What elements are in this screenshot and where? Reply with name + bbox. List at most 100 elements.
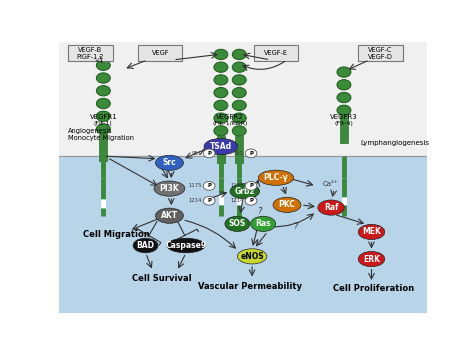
Text: ERK: ERK bbox=[363, 254, 380, 264]
Text: VEGF-E: VEGF-E bbox=[264, 50, 288, 56]
Ellipse shape bbox=[167, 238, 205, 253]
Circle shape bbox=[337, 92, 351, 103]
Text: VEGF-B
PIGF-1,2: VEGF-B PIGF-1,2 bbox=[77, 46, 104, 59]
Text: VEGF-C
VEGF-D: VEGF-C VEGF-D bbox=[368, 46, 393, 59]
Circle shape bbox=[96, 73, 110, 83]
Circle shape bbox=[232, 113, 246, 123]
Circle shape bbox=[245, 149, 257, 158]
Bar bbox=[340, 115, 348, 143]
Circle shape bbox=[232, 62, 246, 72]
Ellipse shape bbox=[155, 208, 183, 223]
Ellipse shape bbox=[230, 184, 259, 199]
Bar bbox=[235, 136, 243, 163]
Text: 1175: 1175 bbox=[189, 183, 202, 188]
Circle shape bbox=[96, 111, 110, 121]
Text: 1214: 1214 bbox=[230, 198, 244, 203]
Ellipse shape bbox=[204, 138, 238, 155]
Circle shape bbox=[214, 100, 228, 111]
Text: 1214: 1214 bbox=[189, 198, 202, 203]
Ellipse shape bbox=[273, 197, 301, 213]
Text: ?: ? bbox=[258, 207, 262, 216]
Text: P: P bbox=[207, 183, 211, 188]
Text: P: P bbox=[249, 151, 253, 156]
Circle shape bbox=[203, 182, 215, 190]
Bar bbox=[217, 136, 225, 163]
Ellipse shape bbox=[358, 251, 385, 267]
Text: Cell Survival: Cell Survival bbox=[132, 274, 192, 283]
Text: Angiogenesis
Monocyte Migration: Angiogenesis Monocyte Migration bbox=[68, 128, 135, 141]
Circle shape bbox=[232, 75, 246, 85]
Circle shape bbox=[214, 75, 228, 85]
Text: (Flt-4): (Flt-4) bbox=[335, 121, 354, 126]
Text: AKT: AKT bbox=[161, 211, 178, 220]
Circle shape bbox=[214, 88, 228, 98]
Text: 1175: 1175 bbox=[230, 183, 244, 188]
Text: TSAd: TSAd bbox=[210, 142, 232, 151]
Ellipse shape bbox=[155, 155, 183, 170]
Text: Cell Migration: Cell Migration bbox=[83, 230, 150, 239]
Circle shape bbox=[96, 98, 110, 109]
Circle shape bbox=[245, 182, 257, 190]
Text: VEGFR2: VEGFR2 bbox=[216, 114, 244, 120]
Ellipse shape bbox=[318, 200, 344, 215]
Text: 951: 951 bbox=[192, 151, 202, 156]
Circle shape bbox=[232, 49, 246, 59]
Text: PI3K: PI3K bbox=[160, 184, 179, 193]
Text: Caspase9: Caspase9 bbox=[165, 241, 207, 250]
Text: Src: Src bbox=[163, 158, 176, 167]
Circle shape bbox=[337, 105, 351, 115]
Circle shape bbox=[214, 62, 228, 72]
Ellipse shape bbox=[225, 216, 250, 231]
Circle shape bbox=[96, 60, 110, 70]
Circle shape bbox=[337, 67, 351, 77]
Text: P: P bbox=[207, 198, 211, 203]
FancyBboxPatch shape bbox=[254, 45, 298, 61]
Text: P: P bbox=[249, 198, 253, 203]
Text: ?: ? bbox=[294, 222, 299, 231]
Circle shape bbox=[232, 88, 246, 98]
Circle shape bbox=[214, 49, 228, 59]
Ellipse shape bbox=[237, 249, 267, 264]
Text: VEGF: VEGF bbox=[152, 50, 169, 56]
Ellipse shape bbox=[251, 216, 275, 231]
Text: VEGFR3: VEGFR3 bbox=[330, 114, 358, 120]
Circle shape bbox=[96, 124, 110, 134]
Text: PLC-γ: PLC-γ bbox=[264, 173, 288, 182]
Ellipse shape bbox=[258, 170, 293, 186]
Text: 951: 951 bbox=[234, 151, 244, 156]
Text: PKC: PKC bbox=[279, 200, 295, 209]
Circle shape bbox=[203, 196, 215, 205]
FancyBboxPatch shape bbox=[138, 45, 182, 61]
Text: Raf: Raf bbox=[324, 203, 338, 212]
Text: P: P bbox=[249, 183, 253, 188]
Circle shape bbox=[214, 126, 228, 136]
Circle shape bbox=[245, 196, 257, 205]
Text: (Flk-1/KDR): (Flk-1/KDR) bbox=[212, 121, 248, 126]
Text: SOS: SOS bbox=[229, 219, 246, 228]
Text: Grb2: Grb2 bbox=[234, 187, 255, 196]
FancyBboxPatch shape bbox=[358, 45, 403, 61]
Circle shape bbox=[337, 80, 351, 90]
Ellipse shape bbox=[154, 181, 185, 196]
Bar bbox=[59, 156, 427, 313]
Circle shape bbox=[96, 86, 110, 96]
Bar bbox=[99, 134, 108, 161]
Text: (Flt-1): (Flt-1) bbox=[94, 121, 113, 126]
Circle shape bbox=[214, 113, 228, 123]
Text: BAD: BAD bbox=[137, 241, 155, 250]
Circle shape bbox=[232, 126, 246, 136]
Text: MEK: MEK bbox=[362, 227, 381, 237]
Text: Ras: Ras bbox=[255, 219, 271, 228]
Text: Ca²⁺: Ca²⁺ bbox=[323, 181, 338, 187]
FancyBboxPatch shape bbox=[68, 45, 113, 61]
Text: Vascular Permeability: Vascular Permeability bbox=[198, 282, 302, 291]
Text: Cell Proliferation: Cell Proliferation bbox=[333, 284, 414, 293]
Ellipse shape bbox=[133, 238, 158, 253]
Text: Lymphangiogenesis: Lymphangiogenesis bbox=[360, 139, 429, 145]
Text: eNOS: eNOS bbox=[240, 252, 264, 261]
Circle shape bbox=[203, 149, 215, 158]
Text: P: P bbox=[207, 151, 211, 156]
Bar bbox=[59, 42, 427, 156]
Ellipse shape bbox=[358, 224, 385, 240]
Circle shape bbox=[232, 100, 246, 111]
